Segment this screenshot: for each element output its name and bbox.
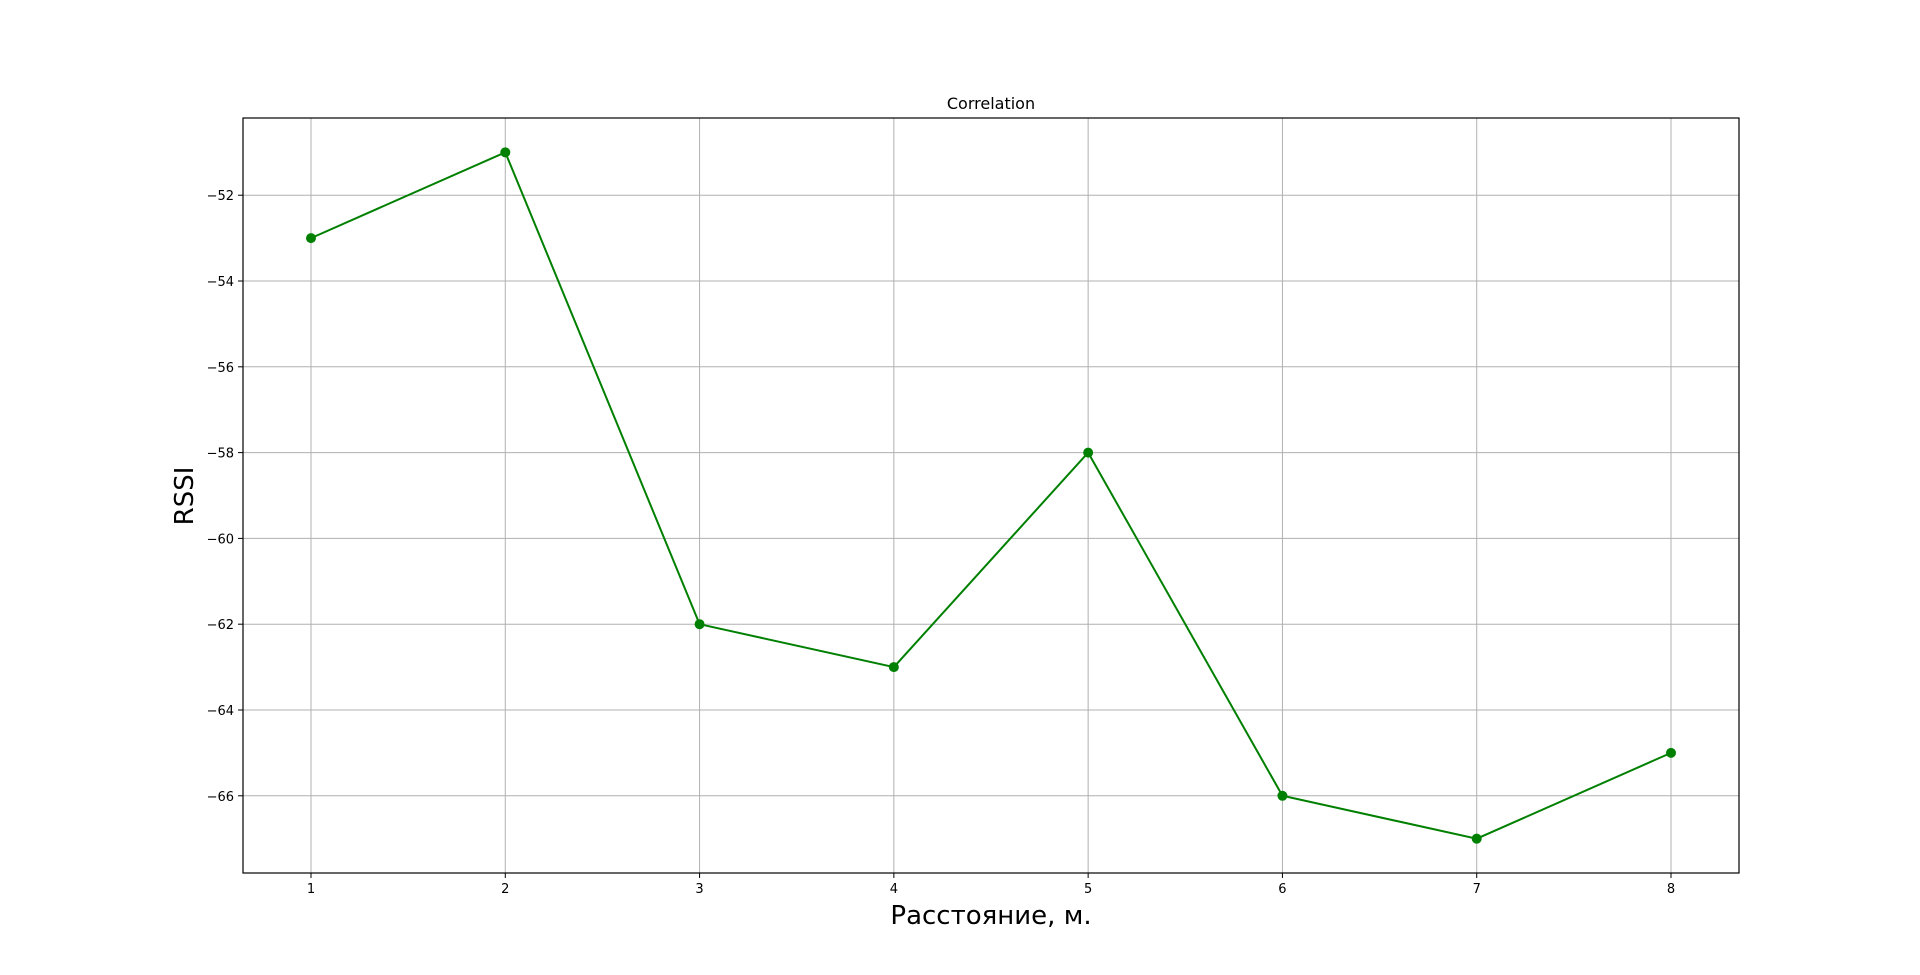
x-tick-label: 1 xyxy=(307,882,315,897)
x-tick-label: 4 xyxy=(890,882,898,897)
series-line xyxy=(310,150,1672,840)
x-tick-label: 3 xyxy=(695,882,703,897)
data-point xyxy=(1083,447,1094,458)
y-tick-label: −58 xyxy=(207,447,234,462)
y-tick-label: −62 xyxy=(207,618,234,633)
x-tick-label: 5 xyxy=(1084,882,1092,897)
y-tick-label: −60 xyxy=(207,532,234,547)
y-tick-label: −56 xyxy=(207,361,234,376)
data-point xyxy=(306,233,316,244)
y-tick-label: −66 xyxy=(207,790,234,805)
data-point xyxy=(500,147,511,158)
y-tick-label: −52 xyxy=(207,189,234,204)
data-point xyxy=(1277,790,1288,801)
grid-lines xyxy=(243,118,1739,873)
plot-frame xyxy=(242,117,1740,874)
chart-title: Correlation xyxy=(947,94,1035,113)
data-series xyxy=(306,147,1676,844)
x-tick-label: 7 xyxy=(1473,882,1481,897)
data-point xyxy=(1666,747,1676,758)
x-tick-label: 8 xyxy=(1667,882,1675,897)
x-tick-label: 6 xyxy=(1278,882,1286,897)
data-point xyxy=(888,662,899,673)
axis-ticks: 1 2 3 4 5 6 7 8 −52 −54 −56 −58 −60 −62 −64 −66 xyxy=(207,189,1676,897)
x-axis-label: Расстояние, м. xyxy=(890,901,1091,931)
data-point xyxy=(694,619,705,630)
x-tick-label: 2 xyxy=(501,882,509,897)
y-tick-label: −54 xyxy=(207,275,234,290)
data-point xyxy=(1471,833,1482,844)
y-axis-label: RSSI xyxy=(170,467,200,526)
y-tick-label: −64 xyxy=(207,704,234,719)
